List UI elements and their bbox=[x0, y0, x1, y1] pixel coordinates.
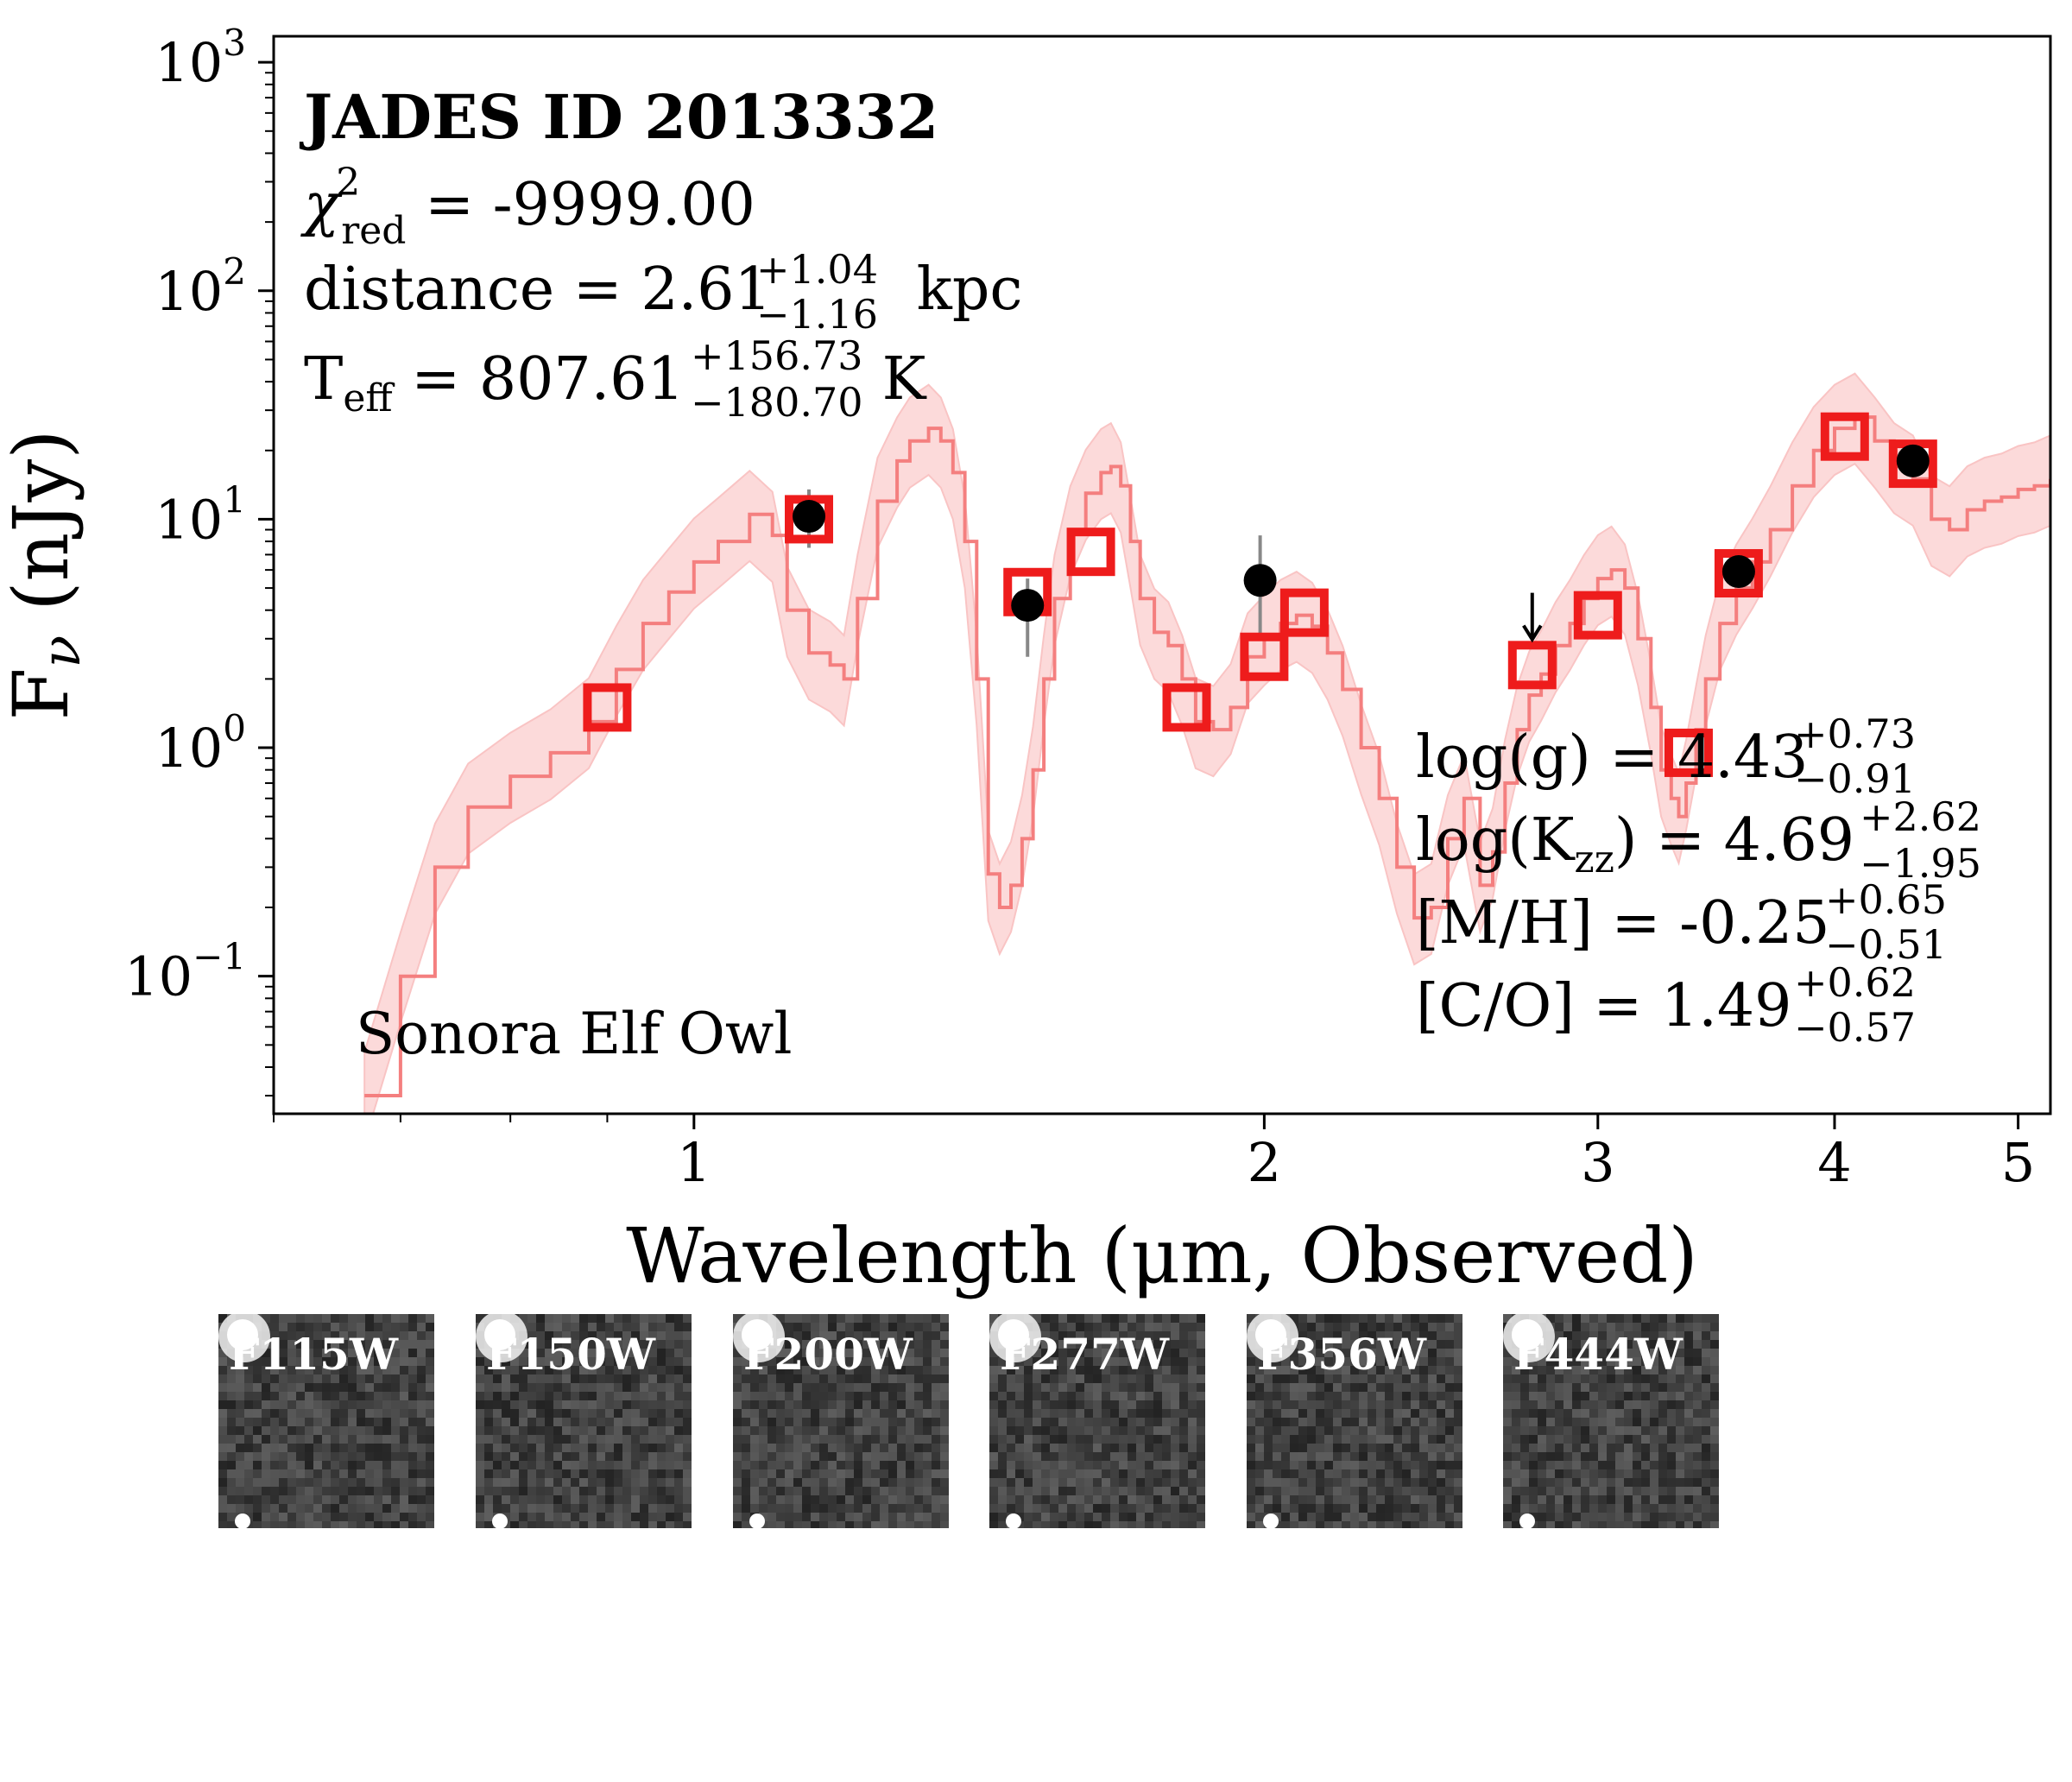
observed-photometry-point bbox=[1011, 589, 1045, 622]
cutout-image bbox=[1503, 1314, 1719, 1528]
cutout-filter-label: F150W bbox=[486, 1329, 656, 1380]
cutout-filter-label: F444W bbox=[1513, 1329, 1684, 1380]
cutout-filter-label: F277W bbox=[1000, 1329, 1170, 1380]
y-axis-label: Fν (nJy) bbox=[0, 429, 92, 720]
teff-lower-error: −180.70 bbox=[691, 379, 863, 426]
cutout-f115w: F115W bbox=[218, 1314, 434, 1528]
source-id: JADES ID 2013332 bbox=[299, 81, 938, 153]
y-tick-label: 102 bbox=[155, 250, 246, 323]
cutout-filter-label: F200W bbox=[743, 1329, 913, 1380]
x-tick-label: 1 bbox=[677, 1131, 711, 1194]
metallicity-lower-error: −0.51 bbox=[1825, 921, 1947, 968]
cutout-image bbox=[733, 1314, 949, 1528]
cutout-image bbox=[218, 1314, 434, 1528]
x-tick-label: 3 bbox=[1581, 1131, 1614, 1194]
logkzz-lower-error: −1.95 bbox=[1860, 840, 1981, 887]
x-axis-ticks: 1 2 3 4 5 bbox=[273, 1114, 2035, 1194]
observed-photometry-point bbox=[793, 500, 826, 534]
logg-lower-error: −0.91 bbox=[1794, 755, 1916, 802]
model-photometry-box bbox=[1664, 728, 1713, 777]
distance-text: distance = 2.61 kpc bbox=[304, 256, 1022, 324]
cutout-f150w: F150W bbox=[476, 1314, 692, 1528]
model-spectrum-line bbox=[364, 415, 2050, 1097]
model-name: Sonora Elf Owl bbox=[356, 1001, 792, 1067]
chi2-text: χ2 red = -9999.00 bbox=[300, 161, 755, 253]
cutout-filter-label: F115W bbox=[229, 1329, 399, 1380]
upper-limit-arrow bbox=[1522, 592, 1543, 643]
plot-frame bbox=[272, 35, 2052, 1115]
x-tick-label: 5 bbox=[2001, 1131, 2035, 1194]
cutout-f277w: F277W bbox=[989, 1314, 1205, 1528]
logkzz-upper-error: +2.62 bbox=[1860, 793, 1981, 840]
observed-photometry-point bbox=[1896, 444, 1930, 477]
x-tick-label: 4 bbox=[1817, 1131, 1851, 1194]
observed-photometry-point bbox=[1243, 564, 1277, 597]
metallicity-upper-error: +0.65 bbox=[1825, 876, 1947, 923]
distance-lower-error: −1.16 bbox=[756, 291, 878, 338]
model-photometry-box bbox=[1820, 412, 1869, 461]
upper-limit-markers bbox=[1522, 592, 1543, 643]
model-photometry-box bbox=[785, 495, 834, 544]
y-tick-label: 100 bbox=[155, 707, 246, 780]
logg-upper-error: +0.73 bbox=[1794, 711, 1916, 757]
cutout-f200w: F200W bbox=[733, 1314, 949, 1528]
model-spectrum-uncertainty-band bbox=[363, 372, 2050, 1114]
logg-text: log(g) = 4.43 bbox=[1416, 724, 1808, 792]
co-ratio-text: [C/O] = 1.49 bbox=[1416, 972, 1791, 1040]
y-tick-label: 10−1 bbox=[124, 936, 246, 1008]
cutout-image bbox=[476, 1314, 692, 1528]
teff-text: Teff = 807.61 K bbox=[304, 345, 927, 420]
cutout-filter-label: F356W bbox=[1257, 1329, 1427, 1380]
cutout-image bbox=[989, 1314, 1205, 1528]
logkzz-text: log(Kzz) = 4.69 bbox=[1416, 806, 1854, 882]
model-photometry-box bbox=[1240, 632, 1289, 681]
model-photometry-box bbox=[1888, 439, 1937, 489]
model-photometry-box bbox=[583, 683, 632, 732]
metallicity-text: [M/H] = -0.25 bbox=[1416, 889, 1830, 957]
x-tick-label: 2 bbox=[1248, 1131, 1281, 1194]
co-ratio-lower-error: −0.57 bbox=[1794, 1004, 1916, 1051]
observed-photometry-markers bbox=[793, 444, 1930, 622]
distance-upper-error: +1.04 bbox=[756, 246, 878, 293]
model-photometry-box bbox=[1066, 528, 1115, 577]
co-ratio-upper-error: +0.62 bbox=[1794, 959, 1916, 1006]
cutout-f444w: F444W bbox=[1503, 1314, 1719, 1528]
cutout-image bbox=[1247, 1314, 1462, 1528]
teff-upper-error: +156.73 bbox=[691, 332, 863, 379]
model-photometry-box bbox=[1279, 588, 1329, 637]
y-tick-label: 101 bbox=[155, 478, 246, 551]
model-photometry-markers bbox=[583, 412, 1937, 777]
model-photometry-box bbox=[1573, 591, 1622, 640]
observed-photometry-point bbox=[1721, 555, 1755, 589]
x-axis-label: Wavelength (μm, Observed) bbox=[626, 1211, 1697, 1300]
model-photometry-box bbox=[1507, 641, 1557, 690]
y-tick-label: 103 bbox=[155, 22, 246, 94]
cutout-f356w: F356W bbox=[1247, 1314, 1462, 1528]
y-axis-ticks: 10−1 100 101 102 103 bbox=[124, 22, 274, 1097]
model-photometry-box bbox=[1714, 549, 1763, 598]
model-photometry-box bbox=[1162, 683, 1211, 732]
